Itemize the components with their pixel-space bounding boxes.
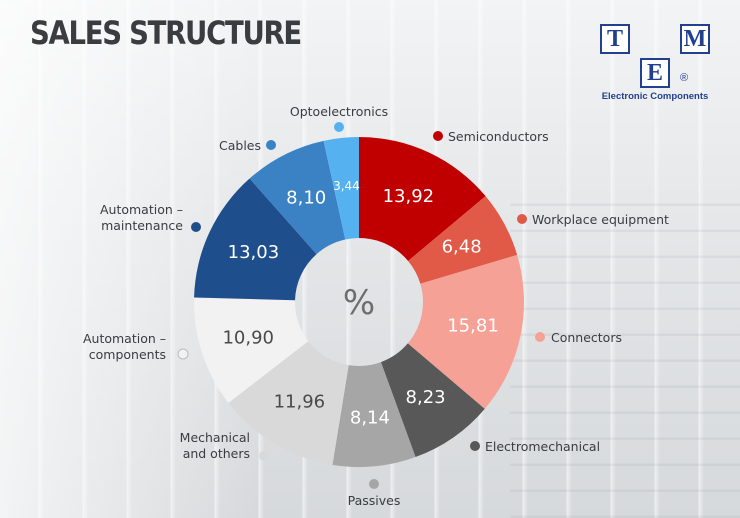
donut-slice xyxy=(359,137,486,261)
tme-logo: T M E ® Electronic Components xyxy=(590,18,720,108)
logo-tagline: Electronic Components xyxy=(601,91,709,102)
page-title: SALES STRUCTURE xyxy=(30,14,302,52)
category-label: Connectors xyxy=(551,330,622,345)
category-label: Automation – maintenance xyxy=(100,202,183,233)
slice-value-label: 15,81 xyxy=(447,315,499,336)
legend-dot xyxy=(177,348,189,360)
logo-letter-m: M xyxy=(680,24,710,54)
legend-dot xyxy=(259,451,269,461)
category-label: Semiconductors xyxy=(448,129,549,144)
logo-letter-t: T xyxy=(600,24,630,54)
donut-slice xyxy=(323,137,359,240)
category-label: Cables xyxy=(219,138,261,153)
donut-slice xyxy=(407,254,525,409)
legend-dot xyxy=(517,214,527,224)
slice-value-label: 6,48 xyxy=(442,236,482,257)
category-label: Automation – components xyxy=(83,331,166,362)
slice-value-label: 11,96 xyxy=(274,392,326,413)
donut-slice xyxy=(408,196,518,284)
legend-dot xyxy=(191,222,201,232)
slice-value-label: 13,03 xyxy=(228,242,280,263)
slice-value-label: 10,90 xyxy=(222,328,274,349)
legend-dot xyxy=(266,140,276,150)
category-labels: Semiconductors Workplace equipment Connect… xyxy=(83,104,669,508)
legend-dot xyxy=(334,122,344,132)
donut-slices xyxy=(194,137,525,467)
legend-dot xyxy=(470,441,480,451)
donut-slice xyxy=(332,362,416,467)
logo-letter-e: E xyxy=(640,58,670,88)
slice-value-label: 8,10 xyxy=(286,188,326,209)
logo-registered-mark: ® xyxy=(680,72,689,84)
category-label: Passives xyxy=(348,493,401,508)
donut-slice xyxy=(194,178,317,301)
category-label: Optoelectronics xyxy=(290,104,388,119)
slice-value-labels: 13,92 6,48 15,81 8,23 8,14 11,96 10,90 13,03 8,1… xyxy=(222,179,498,428)
category-label: Mechanical and others xyxy=(180,430,250,461)
slice-value-label: 8,14 xyxy=(350,407,390,428)
slice-value-label: 13,92 xyxy=(383,186,435,207)
donut-slice xyxy=(249,140,346,255)
category-label: Workplace equipment xyxy=(532,212,669,227)
donut-slice xyxy=(380,343,485,458)
slice-value-label: 3,44 xyxy=(333,179,360,193)
category-label: Electromechanical xyxy=(485,439,600,454)
slice-value-label: 8,23 xyxy=(406,387,446,408)
donut-slice xyxy=(194,297,309,403)
donut-center-label: % xyxy=(343,283,375,323)
donut-slice xyxy=(228,341,349,465)
legend-dot xyxy=(433,131,443,141)
legend-dot xyxy=(535,332,545,342)
legend-dot xyxy=(369,479,379,489)
